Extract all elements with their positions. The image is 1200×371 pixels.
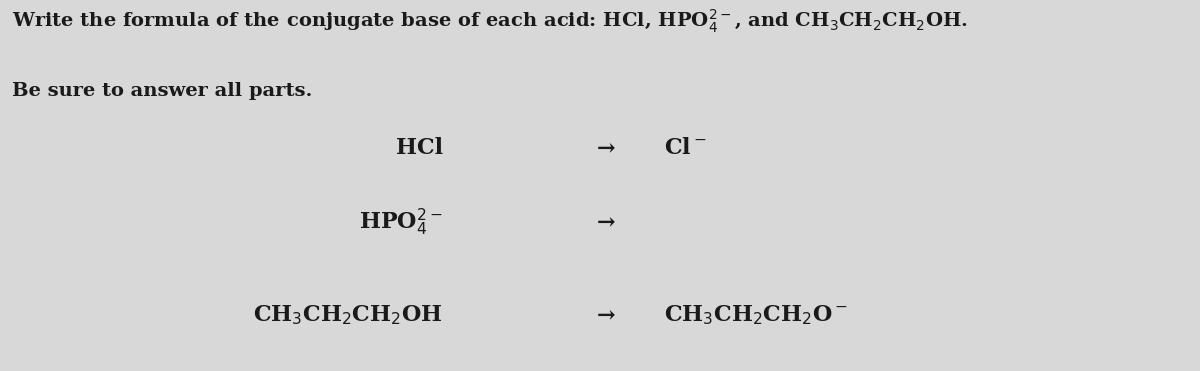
Text: Be sure to answer all parts.: Be sure to answer all parts.	[12, 82, 312, 100]
Text: CH$_3$CH$_2$CH$_2$OH: CH$_3$CH$_2$CH$_2$OH	[253, 303, 443, 327]
Text: Write the formula of the conjugate base of each acid: HCl, HPO$_4^{2-}$, and CH$: Write the formula of the conjugate base …	[12, 7, 967, 35]
Text: →: →	[596, 137, 616, 160]
Text: CH$_3$CH$_2$CH$_2$O$^-$: CH$_3$CH$_2$CH$_2$O$^-$	[664, 303, 848, 327]
Text: →: →	[596, 211, 616, 234]
Text: Cl$^-$: Cl$^-$	[664, 137, 707, 160]
Text: →: →	[596, 304, 616, 326]
Text: HPO$_4^{2-}$: HPO$_4^{2-}$	[359, 207, 443, 238]
Text: HCl: HCl	[396, 137, 443, 160]
